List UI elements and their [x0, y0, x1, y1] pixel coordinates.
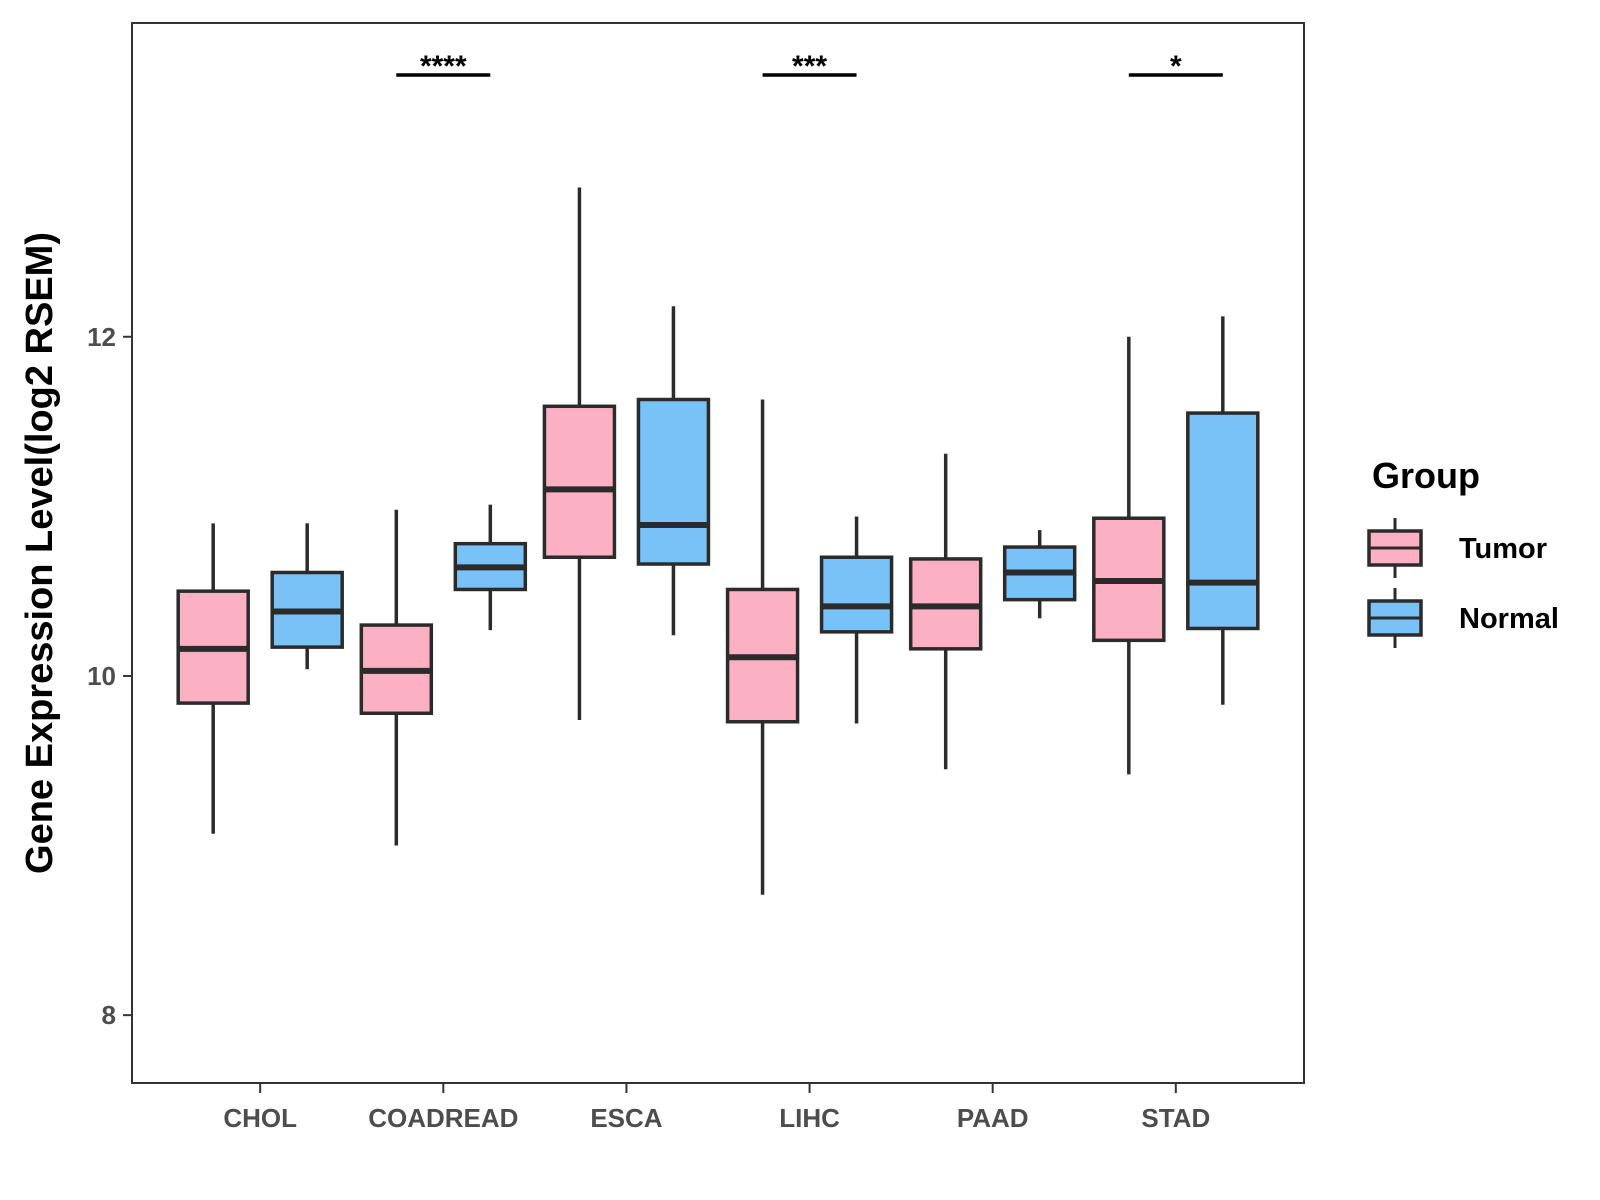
significance-label: **** — [420, 50, 467, 83]
significance-coadread: **** — [396, 50, 491, 83]
boxes-layer — [176, 187, 1260, 895]
significance-label: * — [1170, 50, 1182, 83]
x-tick-label: STAD — [1141, 1103, 1210, 1133]
significance-lihc: *** — [762, 50, 857, 83]
legend: Group Tumor Normal — [1367, 455, 1559, 648]
box-normal-chol — [270, 523, 344, 670]
box-tumor-esca — [542, 187, 617, 721]
panel-border — [131, 22, 1305, 1084]
x-axis: CHOL COADREAD ESCA LIHC PAAD STAD — [223, 1083, 1210, 1133]
box-normal-coadread — [453, 504, 528, 631]
box-normal-stad — [1186, 316, 1260, 705]
iqr-box — [636, 397, 711, 566]
box-normal-paad — [1002, 530, 1077, 619]
series-normal — [270, 306, 1260, 724]
y-tick-label: 12 — [87, 322, 116, 352]
box-tumor-stad — [1092, 336, 1166, 775]
x-tick-label: ESCA — [590, 1103, 662, 1133]
box-normal-esca — [636, 306, 711, 636]
series-tumor — [176, 187, 1166, 895]
legend-label: Tumor — [1459, 533, 1547, 565]
y-tick-label: 10 — [87, 661, 116, 691]
legend-item-normal: Normal — [1367, 588, 1559, 648]
x-tick-label: LIHC — [779, 1103, 840, 1133]
significance-stad: * — [1128, 50, 1223, 83]
iqr-box — [542, 404, 617, 559]
significance-label: *** — [792, 50, 827, 83]
x-tick-label: COADREAD — [368, 1103, 518, 1133]
box-tumor-lihc — [725, 399, 800, 895]
box-tumor-chol — [176, 523, 250, 834]
box-tumor-paad — [908, 453, 983, 770]
iqr-box — [1186, 411, 1260, 631]
y-axis-title: Gene Expression Level(log2 RSEM) — [19, 232, 61, 874]
x-tick-label: PAAD — [957, 1103, 1029, 1133]
legend-item-tumor: Tumor — [1367, 518, 1547, 578]
box-normal-lihc — [819, 516, 894, 724]
box-tumor-coadread — [359, 509, 434, 846]
y-tick-label: 8 — [102, 1000, 116, 1030]
y-axis: 8 10 12 — [87, 322, 132, 1030]
legend-label: Normal — [1459, 603, 1559, 635]
x-tick-label: CHOL — [223, 1103, 297, 1133]
iqr-box — [819, 555, 894, 634]
legend-title: Group — [1372, 455, 1480, 496]
significance-annotations: **** *** * — [396, 50, 1223, 83]
